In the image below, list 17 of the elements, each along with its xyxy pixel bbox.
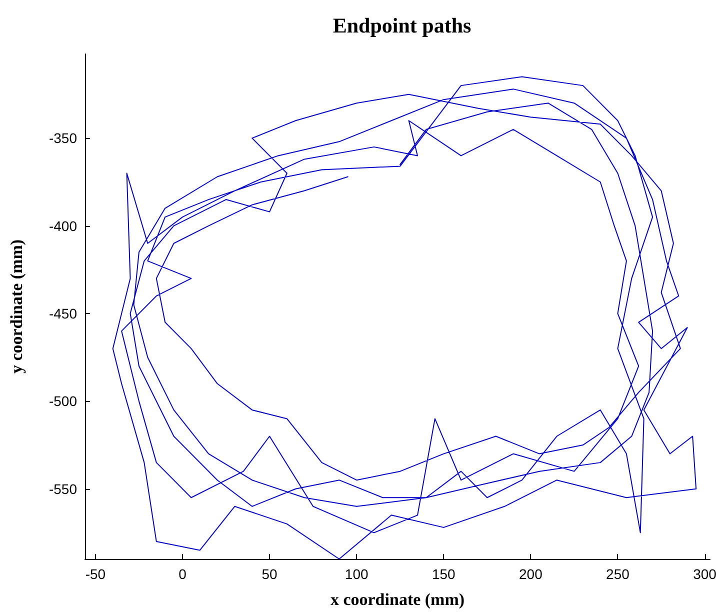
y-tick-label: -400 (48, 218, 78, 234)
x-tick-label: 50 (262, 566, 278, 582)
x-tick-label: 100 (344, 566, 368, 582)
x-tick-label: -50 (85, 566, 106, 582)
y-tick-label: -350 (48, 130, 78, 146)
x-tick-label: 150 (432, 566, 456, 582)
line-series (112, 76, 697, 560)
y-tick-label: -500 (48, 393, 78, 410)
y-tick-label: -550 (48, 480, 78, 497)
y-tick-label: -450 (48, 306, 78, 322)
chart-title: Endpoint paths (332, 14, 472, 38)
x-tick-label: 250 (606, 566, 630, 582)
x-axis-title: x coordinate (mm) (330, 590, 465, 609)
x-tick-label: 200 (519, 566, 543, 582)
x-tick-label: 300 (693, 566, 717, 582)
y-axis-title: y coordinate (mm) (7, 239, 26, 374)
x-tick-label: 0 (178, 566, 187, 582)
